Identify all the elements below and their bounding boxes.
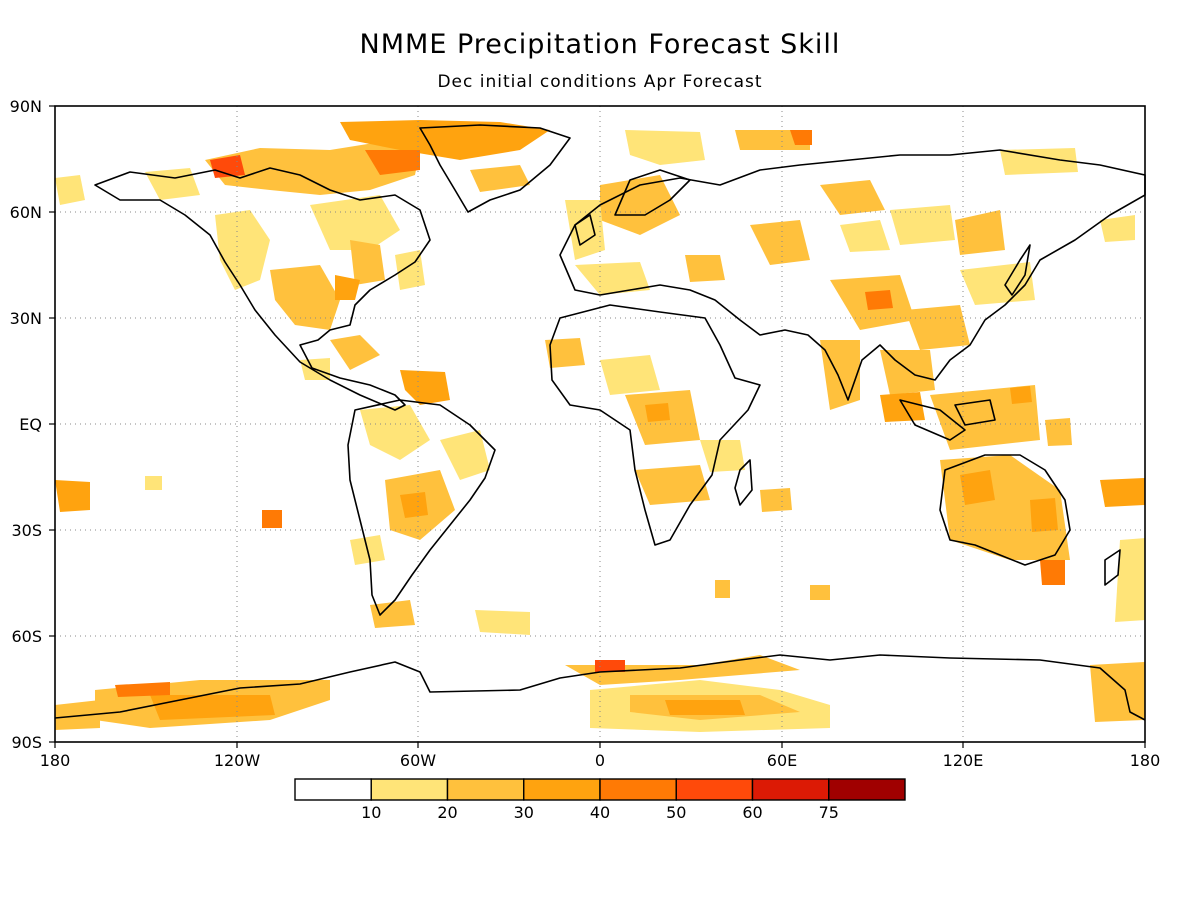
colorbar-swatch <box>599 778 677 801</box>
lat-tick-label: 60S <box>11 627 42 646</box>
colorbar-swatch <box>523 778 601 801</box>
coastlines <box>54 124 1146 721</box>
colorbar-label: 30 <box>514 803 534 822</box>
tick-marks <box>49 105 1146 748</box>
colorbar-swatch <box>294 778 372 801</box>
map-grid <box>55 106 1145 742</box>
colorbar-swatch <box>446 778 525 801</box>
lat-tick-label: 90N <box>10 97 42 116</box>
lon-tick-label: 180 <box>1130 751 1161 770</box>
lon-tick-label: 120W <box>214 751 261 770</box>
skill-shading <box>55 120 1145 732</box>
colorbar-swatch <box>675 778 754 801</box>
lat-tick-label: 60N <box>10 203 42 222</box>
colorbar: 10 20 30 40 50 60 75 <box>294 778 906 822</box>
lon-tick-label: 180 <box>40 751 71 770</box>
colorbar-label: 20 <box>437 803 457 822</box>
colorbar-label: 75 <box>819 803 839 822</box>
colorbar-label: 50 <box>666 803 686 822</box>
lat-tick-label: 30N <box>10 309 42 328</box>
colorbar-label: 40 <box>590 803 610 822</box>
colorbar-swatch <box>370 778 449 801</box>
lon-tick-label: 0 <box>595 751 605 770</box>
colorbar-label: 10 <box>361 803 381 822</box>
lon-tick-label: 120E <box>943 751 984 770</box>
colorbar-swatch <box>828 778 906 801</box>
map-subtitle: Dec initial conditions Apr Forecast <box>437 72 762 92</box>
colorbar-swatch <box>751 778 830 801</box>
lat-tick-label: 90S <box>11 733 42 752</box>
lon-tick-label: 60E <box>767 751 797 770</box>
lon-tick-label: 60W <box>400 751 436 770</box>
lat-tick-label: EQ <box>19 415 42 434</box>
lat-tick-label: 30S <box>11 521 42 540</box>
map-title: NMME Precipitation Forecast Skill <box>360 29 841 60</box>
latitude-labels: 90N 60N 30N EQ 30S 60S 90S <box>10 97 42 752</box>
colorbar-label: 60 <box>742 803 762 822</box>
longitude-labels: 180 120W 60W 0 60E 120E 180 <box>40 751 1161 770</box>
